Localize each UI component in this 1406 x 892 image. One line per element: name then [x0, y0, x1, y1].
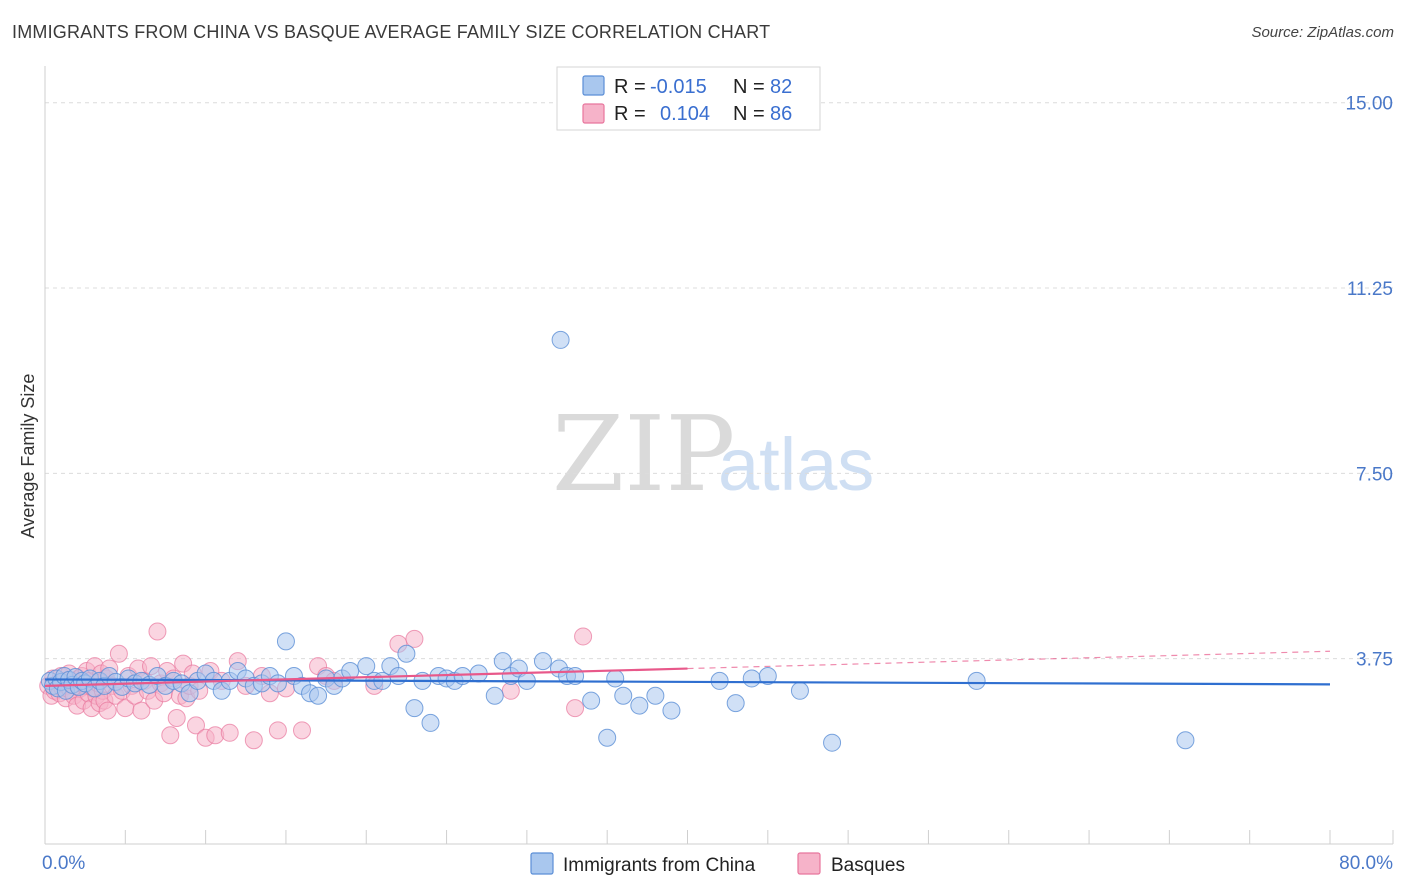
basques-point	[220, 723, 239, 742]
legend-n-label-china: N =	[733, 76, 765, 98]
china-point	[268, 674, 287, 693]
china-point	[1176, 731, 1195, 750]
basques-point	[148, 622, 167, 641]
y-tick-label: 11.25	[1347, 279, 1393, 300]
china-point	[405, 699, 424, 718]
china-point	[726, 694, 745, 713]
bottom-legend-label-china: Immigrants from China	[563, 855, 756, 876]
china-point	[582, 691, 601, 710]
china-point	[790, 681, 809, 700]
y-axis-label: Average Family Size	[18, 374, 38, 539]
basques-point	[161, 726, 180, 745]
legend-r-value-basques: 0.104	[660, 103, 710, 125]
china-point	[606, 669, 625, 688]
legend-r-value-china: -0.015	[650, 76, 707, 98]
bottom-legend-swatch-china	[530, 852, 554, 875]
series-legend: Immigrants from China Basques	[530, 852, 905, 876]
basques-point	[293, 721, 311, 740]
source-label: Source: ZipAtlas.com	[1251, 24, 1394, 41]
china-point	[614, 686, 633, 705]
chart-title: IMMIGRANTS FROM CHINA VS BASQUE AVERAGE …	[12, 22, 771, 42]
basques-point	[98, 701, 117, 720]
gridlines	[45, 102, 1393, 660]
legend-swatch-basques	[582, 103, 605, 124]
y-tick-label: 3.75	[1356, 650, 1393, 671]
x-tick-label: 0.0%	[42, 853, 85, 874]
china-point	[397, 644, 416, 663]
x-tick-label: 80.0%	[1339, 853, 1393, 874]
china-points	[40, 330, 1195, 752]
china-point	[533, 652, 552, 671]
china-point	[823, 733, 842, 752]
y-tick-labels: 3.75 7.50 11.25 15.00	[1345, 94, 1393, 671]
china-point	[662, 701, 681, 720]
basques-point	[268, 721, 287, 740]
basques-point	[132, 701, 151, 720]
legend-n-label-basques: N =	[733, 103, 765, 125]
bottom-legend-label-basques: Basques	[831, 855, 905, 876]
china-point	[493, 652, 512, 671]
legend-r-label-china: R =	[614, 76, 646, 98]
china-point	[309, 686, 328, 705]
legend-swatch-china	[582, 75, 605, 96]
legend-n-value-basques: 86	[770, 103, 792, 125]
watermark-zip: ZIP	[552, 393, 735, 515]
y-tick-label: 7.50	[1356, 464, 1393, 485]
bottom-legend-swatch-basques	[797, 852, 821, 875]
legend-n-value-china: 82	[770, 76, 792, 98]
china-point	[485, 686, 504, 705]
china-point	[758, 666, 777, 685]
basques-point	[109, 644, 128, 663]
china-point	[646, 686, 665, 705]
china-point	[598, 728, 617, 747]
china-point	[630, 696, 649, 715]
y-tick-label: 15.00	[1345, 94, 1393, 115]
basques-point	[167, 708, 186, 727]
basques-point	[244, 731, 263, 750]
basques-trend-extension	[687, 650, 1331, 670]
china-point	[421, 713, 440, 732]
axes	[44, 66, 1394, 845]
basques-point	[574, 627, 593, 646]
basques-point	[186, 716, 205, 735]
basques-point	[566, 699, 585, 718]
watermark-atlas: atlas	[718, 423, 874, 506]
china-point	[967, 671, 986, 690]
china-point	[551, 330, 570, 349]
x-tick-labels: 0.0% 80.0%	[42, 853, 1393, 874]
correlation-legend: R = -0.015 N = 82 R = 0.104 N = 86	[556, 66, 821, 131]
basques-point	[405, 629, 424, 648]
legend-r-label-basques: R =	[614, 103, 646, 125]
china-point	[357, 657, 376, 676]
basques-trend-line	[44, 667, 688, 687]
china-point	[742, 669, 761, 688]
china-point	[276, 632, 295, 651]
trend-lines	[44, 650, 1331, 687]
